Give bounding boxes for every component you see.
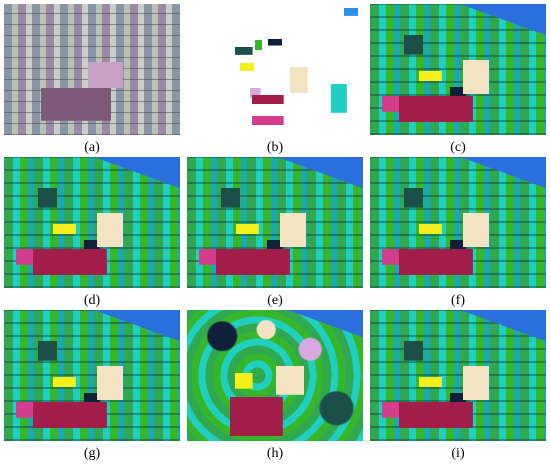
panel: (i) [370, 310, 546, 463]
panel-label: (d) [83, 293, 101, 308]
panel: (e) [187, 157, 363, 310]
panel: (c) [370, 4, 546, 157]
panel-label: (g) [83, 446, 101, 461]
panel: (h) [187, 310, 363, 463]
satellite-image [4, 4, 180, 135]
classification-map [187, 310, 363, 441]
panel-label: (i) [451, 446, 465, 461]
classification-map [370, 310, 546, 441]
panel: (d) [4, 157, 180, 310]
classification-map [370, 157, 546, 288]
panel: (a) [4, 4, 180, 157]
classification-map [4, 157, 180, 288]
panel-label: (h) [266, 446, 284, 461]
ground-truth-map [187, 4, 363, 135]
panel-label: (a) [84, 140, 100, 155]
panel-label: (c) [450, 140, 466, 155]
panel-label: (e) [267, 293, 283, 308]
classification-map [4, 310, 180, 441]
panel-label: (f) [451, 293, 465, 308]
panel: (f) [370, 157, 546, 310]
panel: (b) [187, 4, 363, 157]
panel-label: (b) [266, 140, 284, 155]
panel: (g) [4, 310, 180, 463]
classification-map [370, 4, 546, 135]
classification-map [187, 157, 363, 288]
